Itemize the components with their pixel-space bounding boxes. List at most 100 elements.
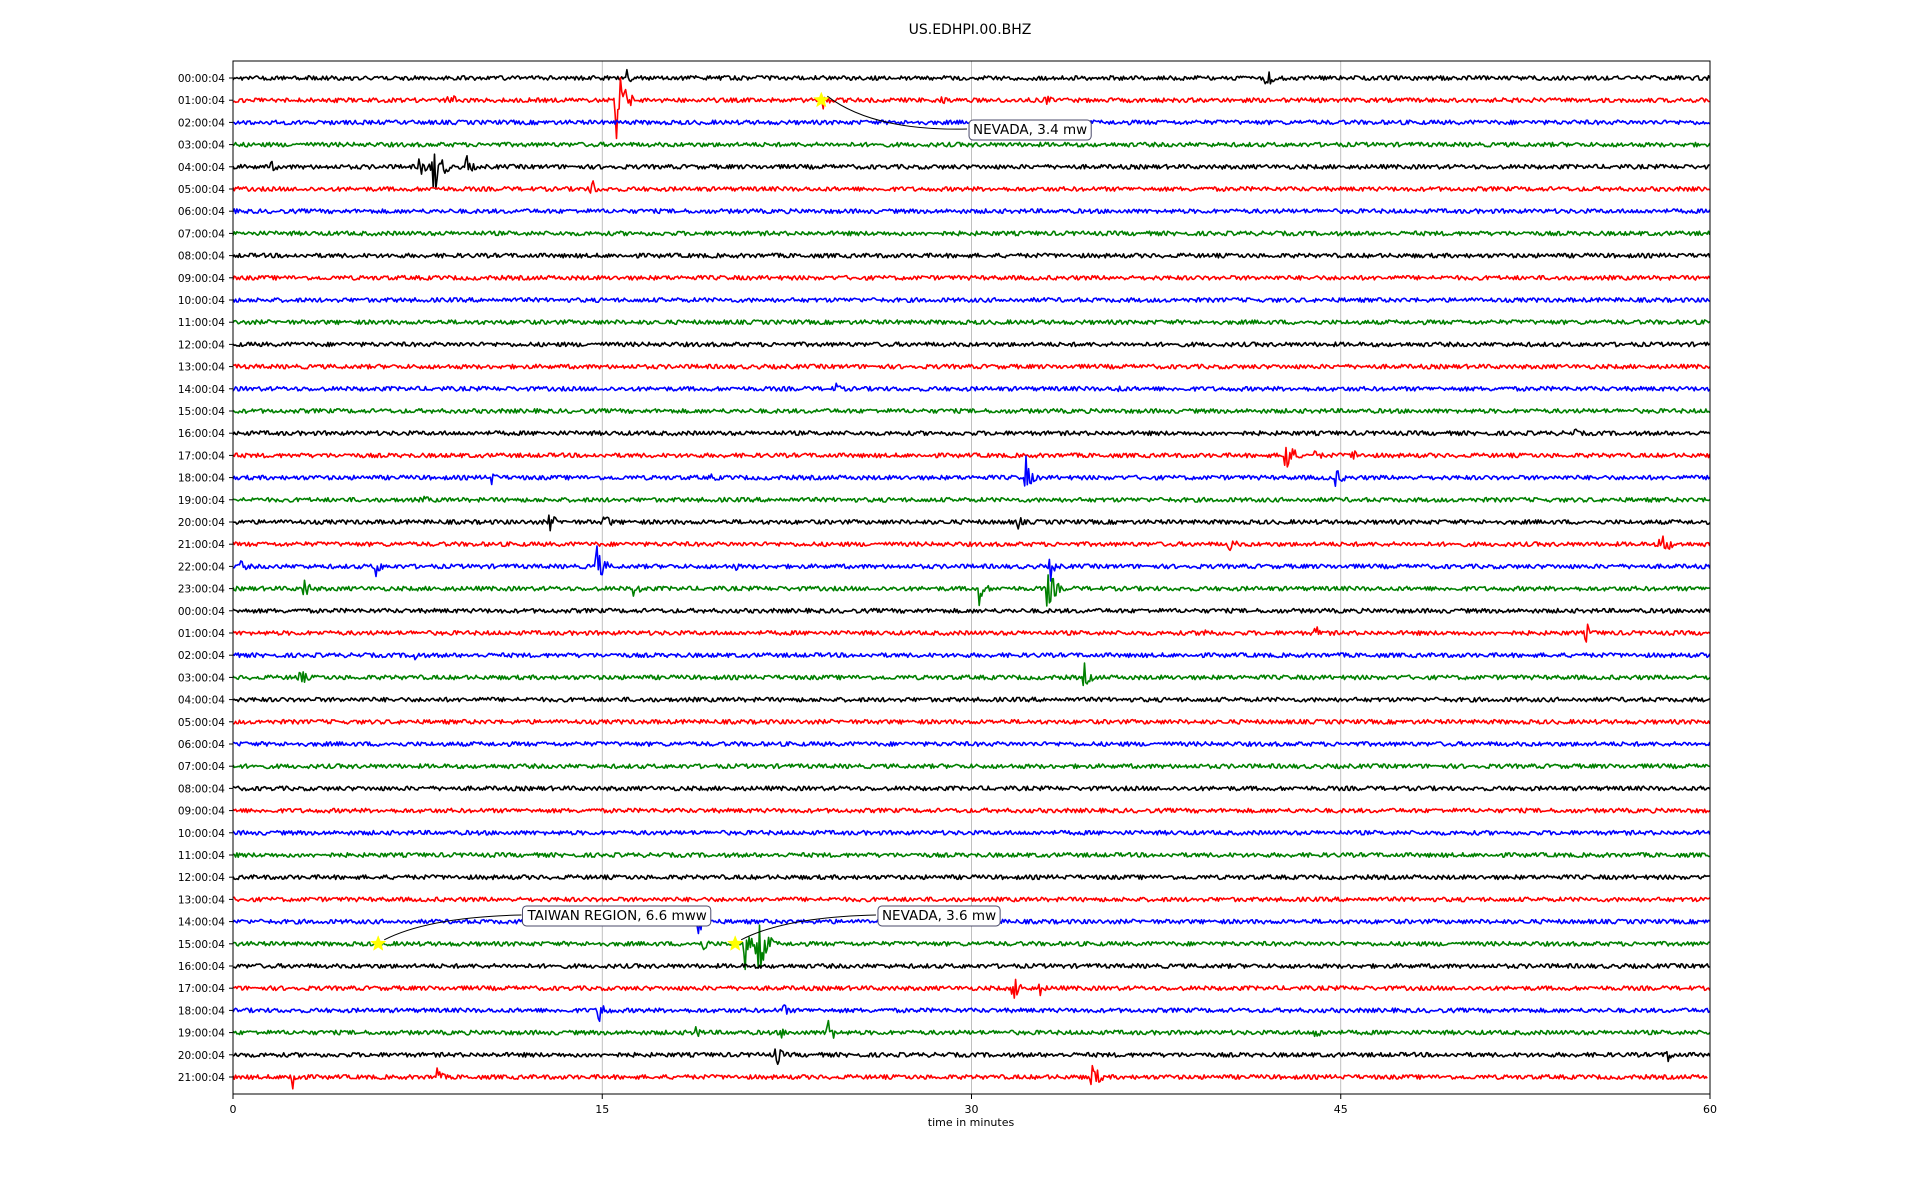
trace-row-19 (232, 495, 1711, 503)
trace-row-17 (232, 446, 1711, 468)
row-label-1: 01:00:04 (178, 95, 225, 107)
event-annotation-1: TAIWAN REGION, 6.6 mww (369, 905, 712, 951)
chart-title: US.EDHPI.00.BHZ (909, 22, 1032, 38)
trace-row-35 (232, 852, 1710, 858)
row-label-21: 21:00:04 (178, 539, 225, 551)
trace-row-4 (232, 153, 1710, 190)
row-label-29: 05:00:04 (178, 717, 225, 729)
event-connector-0 (827, 95, 968, 130)
row-label-32: 08:00:04 (178, 783, 225, 795)
row-label-22: 22:00:04 (178, 561, 225, 573)
trace-row-45 (232, 1064, 1708, 1090)
trace-row-9 (232, 274, 1711, 281)
event-connector-1 (384, 914, 522, 941)
trace-row-36 (232, 874, 1710, 881)
event-annotations: NEVADA, 3.4 mw TAIWAN REGION, 6.6 mww NEVA… (369, 91, 1092, 951)
row-label-3: 03:00:04 (178, 140, 225, 152)
event-star-icon-0 (813, 91, 830, 108)
row-label-43: 19:00:04 (178, 1028, 225, 1040)
row-label-25: 01:00:04 (178, 628, 225, 640)
trace-row-32 (232, 785, 1711, 792)
row-label-16: 16:00:04 (178, 428, 225, 440)
row-label-38: 14:00:04 (178, 917, 225, 929)
trace-row-25 (232, 623, 1711, 643)
trace-row-5 (232, 180, 1711, 194)
trace-row-24 (232, 607, 1711, 614)
trace-row-26 (232, 652, 1711, 661)
trace-row-44 (232, 1048, 1711, 1066)
x-axis-label: time in minutes (928, 1116, 1015, 1129)
trace-row-28 (232, 696, 1711, 703)
row-label-15: 15:00:04 (178, 406, 225, 418)
row-label-20: 20:00:04 (178, 517, 225, 529)
row-label-26: 02:00:04 (178, 650, 225, 662)
row-label-44: 20:00:04 (178, 1050, 225, 1062)
x-tick-label-45: 45 (1334, 1103, 1348, 1116)
row-label-7: 07:00:04 (178, 228, 225, 240)
trace-row-12 (232, 341, 1711, 348)
event-annotation-0: NEVADA, 3.4 mw (813, 91, 1092, 141)
event-label-2: NEVADA, 3.6 mw (882, 908, 996, 924)
event-label-box-2 (877, 905, 1001, 927)
row-label-42: 18:00:04 (178, 1005, 225, 1017)
trace-row-31 (232, 763, 1711, 770)
x-tick-label-60: 60 (1703, 1103, 1717, 1116)
trace-layer (232, 68, 1711, 1090)
event-annotation-2: NEVADA, 3.6 mw (726, 905, 1001, 951)
row-labels: 00:00:04 01:00:04 02:00:04 03:00:04 04:00:04… (178, 73, 233, 1084)
trace-row-1 (232, 76, 1710, 140)
trace-row-40 (232, 963, 1710, 969)
trace-row-8 (232, 252, 1711, 259)
row-label-36: 12:00:04 (178, 872, 225, 884)
x-tick-label-0: 0 (230, 1103, 237, 1116)
trace-row-16 (232, 428, 1711, 437)
event-star-icon-1 (369, 935, 387, 951)
row-label-28: 04:00:04 (178, 695, 225, 707)
trace-row-10 (232, 297, 1711, 303)
row-label-40: 16:00:04 (178, 961, 225, 973)
trace-row-11 (232, 319, 1711, 326)
row-label-13: 13:00:04 (178, 362, 225, 374)
row-label-34: 10:00:04 (178, 828, 225, 840)
event-label-1: TAIWAN REGION, 6.6 mww (526, 908, 706, 924)
trace-row-29 (232, 718, 1711, 725)
row-label-30: 06:00:04 (178, 739, 225, 751)
row-label-4: 04:00:04 (178, 162, 225, 174)
event-label-box-0 (968, 119, 1092, 141)
vertical-grid (601, 61, 1342, 1094)
row-label-8: 08:00:04 (178, 251, 225, 263)
x-tick-label-30: 30 (965, 1103, 979, 1116)
trace-row-0 (232, 68, 1711, 85)
trace-row-3 (232, 141, 1711, 148)
trace-row-30 (232, 741, 1711, 747)
row-label-39: 15:00:04 (178, 939, 225, 951)
trace-row-20 (233, 514, 1711, 532)
row-label-41: 17:00:04 (178, 983, 225, 995)
trace-row-33 (232, 807, 1711, 814)
trace-row-23 (232, 574, 1710, 607)
trace-row-37 (232, 896, 1711, 903)
trace-row-39 (232, 924, 1710, 971)
row-label-31: 07:00:04 (178, 761, 225, 773)
trace-row-27 (232, 662, 1711, 687)
trace-row-7 (232, 230, 1711, 237)
x-axis-ticks: 0 15 30 45 60 (230, 1094, 1717, 1116)
row-label-10: 10:00:04 (178, 295, 225, 307)
trace-row-22 (232, 545, 1711, 582)
row-label-11: 11:00:04 (178, 317, 225, 329)
row-label-9: 09:00:04 (178, 273, 225, 285)
row-label-6: 06:00:04 (178, 206, 225, 218)
row-label-27: 03:00:04 (178, 672, 225, 684)
row-label-0: 00:00:04 (178, 73, 225, 85)
event-label-box-1 (521, 905, 712, 927)
trace-row-42 (232, 1004, 1711, 1023)
row-label-19: 19:00:04 (178, 495, 225, 507)
trace-row-18 (232, 455, 1711, 487)
row-label-14: 14:00:04 (178, 384, 225, 396)
row-label-35: 11:00:04 (178, 850, 225, 862)
row-label-18: 18:00:04 (178, 473, 225, 485)
trace-row-21 (232, 535, 1711, 552)
row-label-12: 12:00:04 (178, 339, 225, 351)
row-label-23: 23:00:04 (178, 584, 225, 596)
